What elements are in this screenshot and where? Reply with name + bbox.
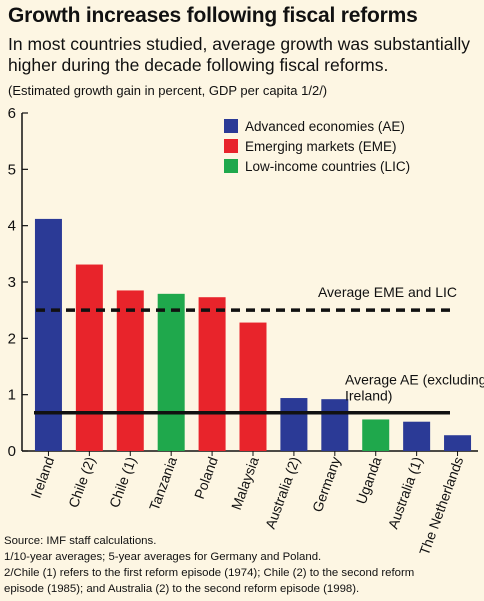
x-tick-label: Poland: [191, 455, 221, 501]
x-tick-label: Germany: [309, 455, 344, 515]
average-ae-label: Average AE (excluding Ireland): [345, 372, 484, 404]
legend-label-ae: Advanced economies (AE): [245, 119, 405, 134]
average-eme-lic-label: Average EME and LIC: [318, 284, 457, 300]
page-subtitle: In most countries studied, average growt…: [8, 34, 471, 75]
x-tick-label: Uganda: [353, 454, 385, 506]
x-tick-label: Chile (1): [106, 455, 139, 510]
footnote-1: 1/10-year averages; 5-year averages for …: [4, 551, 322, 563]
x-tick-label: Malaysia: [228, 454, 262, 512]
bar-uganda: [362, 419, 390, 451]
footnote-2-line-2: episode (1985); and Australia (2) to the…: [4, 583, 360, 595]
legend-swatch-lic: [224, 159, 238, 173]
page-title: Growth increases following fiscal reform…: [8, 4, 418, 27]
bar-australia-1: [403, 421, 431, 451]
legend-swatch-eme: [224, 139, 238, 153]
legend-label-eme: Emerging markets (EME): [245, 139, 397, 154]
legend-label-lic: Low-income countries (LIC): [245, 159, 410, 174]
x-tick-label: Chile (2): [65, 455, 98, 510]
bar-malaysia: [239, 322, 267, 451]
units-note: (Estimated growth gain in percent, GDP p…: [8, 83, 328, 98]
footnote-2-line-1: 2/Chile (1) refers to the first reform e…: [4, 567, 415, 579]
y-tick-label: 0: [8, 443, 16, 460]
x-tick-label: Australia (1): [385, 455, 426, 531]
source-note: Source: IMF staff calculations.: [4, 535, 157, 547]
y-tick-label: 4: [8, 218, 16, 235]
legend-swatch-ae: [224, 119, 238, 133]
bar-tanzania: [157, 293, 185, 451]
bar-poland: [198, 297, 226, 451]
x-tick-label: Tanzania: [146, 454, 180, 512]
y-tick-label: 3: [8, 274, 16, 291]
bar-ireland: [34, 218, 62, 451]
y-tick-label: 5: [8, 161, 16, 178]
footer-notes: Source: IMF staff calculations. 1/10-yea…: [4, 533, 482, 597]
bar-chile-1: [116, 290, 144, 451]
bar-australia-2: [280, 398, 308, 451]
y-tick-label: 1: [8, 387, 16, 404]
x-tick-label: Ireland: [28, 455, 58, 501]
bar-the-netherlands: [444, 435, 472, 451]
y-tick-label: 2: [8, 330, 16, 347]
bar-germany: [321, 399, 349, 451]
bar-chile-2: [75, 264, 103, 451]
x-tick-label: Australia (2): [262, 455, 303, 531]
y-tick-label: 6: [8, 105, 16, 122]
